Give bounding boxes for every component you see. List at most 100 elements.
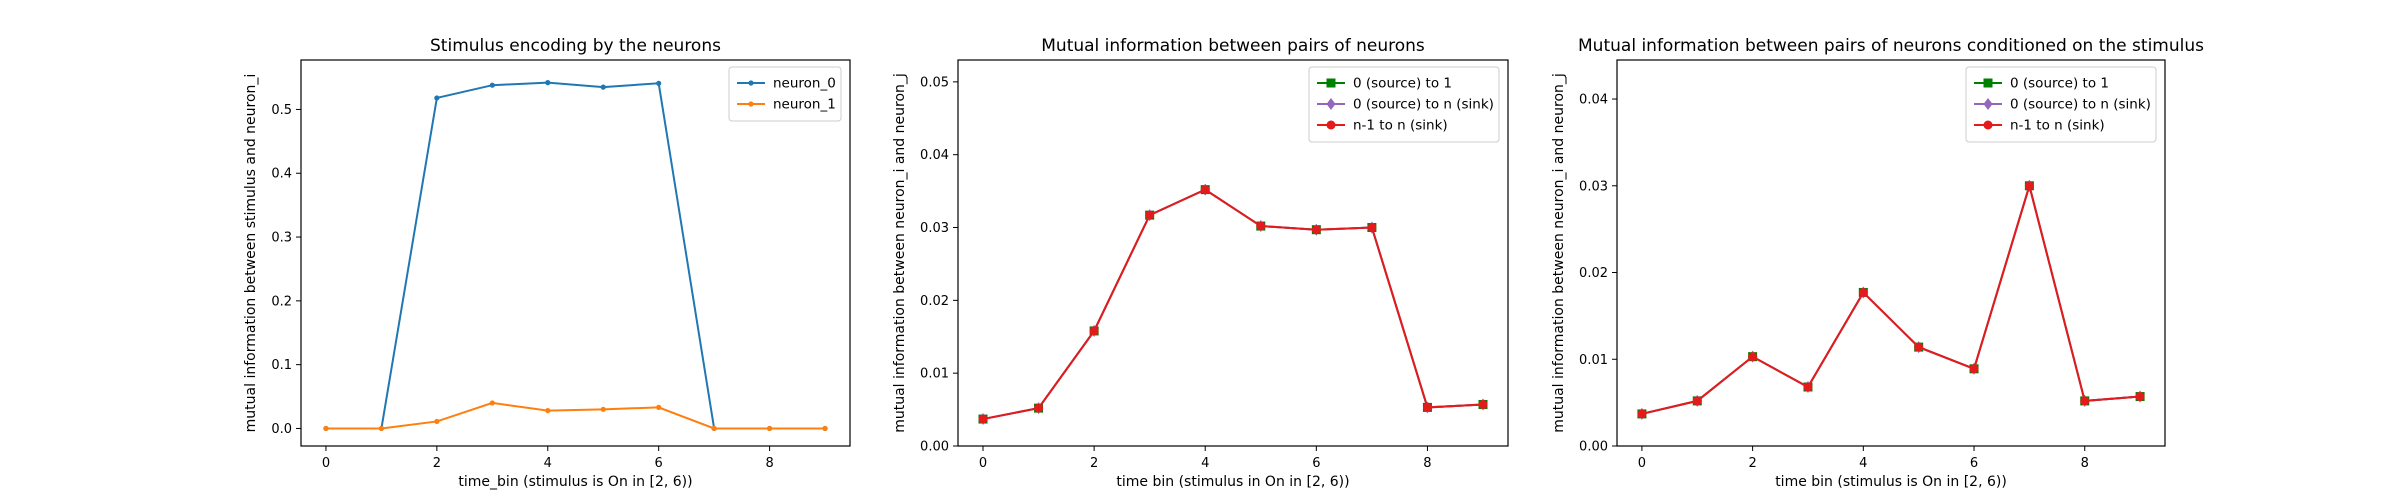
data-point-3-4 bbox=[1201, 185, 1210, 194]
data-point-3-3 bbox=[1145, 211, 1154, 220]
legend-label-1: 0 (source) to 1 bbox=[2010, 76, 2109, 92]
legend-label-3: n-1 to n (sink) bbox=[2010, 118, 2105, 134]
data-point-1-3 bbox=[490, 83, 495, 88]
data-point-3-7 bbox=[2025, 181, 2034, 190]
data-point-2-3 bbox=[490, 400, 495, 405]
data-point-3-2 bbox=[1090, 326, 1099, 335]
legend-marker-3 bbox=[1984, 121, 1993, 130]
data-point-2-9 bbox=[822, 426, 827, 431]
chart-title: Mutual information between pairs of neur… bbox=[1578, 36, 2204, 56]
legend-label-3: n-1 to n (sink) bbox=[1353, 118, 1448, 134]
y-tick-label-3: 0.03 bbox=[920, 221, 949, 236]
y-tick-label-4: 0.04 bbox=[1579, 93, 1608, 108]
x-tick-label-1: 2 bbox=[1090, 456, 1098, 471]
data-point-3-5 bbox=[1914, 343, 1923, 352]
x-tick-label-4: 8 bbox=[2081, 456, 2089, 471]
y-tick-label-3: 0.03 bbox=[1579, 179, 1608, 194]
legend-label-2: neuron_1 bbox=[773, 97, 836, 113]
data-point-3-7 bbox=[1367, 223, 1376, 232]
legend: 0 (source) to 1 0 (source) to n (sink) n-1… bbox=[1966, 67, 2156, 142]
data-point-2-2 bbox=[434, 419, 439, 424]
y-tick-label-2: 0.02 bbox=[920, 294, 949, 309]
x-tick-label-0: 0 bbox=[322, 456, 330, 471]
x-tick-label-1: 2 bbox=[1748, 456, 1756, 471]
data-point-2-0 bbox=[323, 426, 328, 431]
chart-title: Stimulus encoding by the neurons bbox=[430, 36, 721, 56]
series-line-2 bbox=[326, 403, 825, 429]
series-line-3 bbox=[983, 190, 1483, 419]
data-point-3-1 bbox=[1693, 396, 1702, 405]
y-tick-label-1: 0.1 bbox=[271, 358, 292, 373]
data-point-3-0 bbox=[1637, 409, 1646, 418]
data-point-2-4 bbox=[545, 408, 550, 413]
chart-title: Mutual information between pairs of neur… bbox=[1041, 36, 1425, 56]
y-tick-label-0: 0.00 bbox=[1579, 440, 1608, 455]
data-point-1-5 bbox=[601, 85, 606, 90]
y-tick-label-2: 0.2 bbox=[271, 294, 292, 309]
legend: neuron_0 neuron_1 bbox=[729, 67, 841, 121]
data-point-3-8 bbox=[1423, 403, 1432, 412]
data-point-3-1 bbox=[1034, 404, 1043, 413]
series-line-1 bbox=[983, 190, 1483, 419]
y-tick-label-0: 0.00 bbox=[920, 440, 949, 455]
x-tick-label-2: 4 bbox=[1859, 456, 1867, 471]
x-axis-label: time bin (stimulus is On in [2, 6)) bbox=[1775, 474, 2007, 490]
y-tick-label-1: 0.01 bbox=[1579, 353, 1608, 368]
legend-label-1: 0 (source) to 1 bbox=[1353, 76, 1452, 92]
data-point-2-5 bbox=[601, 407, 606, 412]
series-line-2 bbox=[983, 190, 1483, 419]
y-tick-label-4: 0.4 bbox=[271, 167, 292, 182]
y-tick-label-5: 0.5 bbox=[271, 103, 292, 118]
legend-marker-1 bbox=[1984, 79, 1993, 88]
series-line-3 bbox=[1642, 186, 2140, 414]
data-point-3-4 bbox=[1859, 288, 1868, 297]
data-point-3-9 bbox=[2136, 392, 2145, 401]
x-tick-label-2: 4 bbox=[544, 456, 552, 471]
legend-marker-1 bbox=[748, 80, 753, 85]
y-axis-label: mutual information between neuron_i and … bbox=[1551, 73, 1567, 433]
data-point-2-6 bbox=[656, 405, 661, 410]
legend-label-2: 0 (source) to n (sink) bbox=[2010, 97, 2151, 113]
data-point-2-1 bbox=[379, 426, 384, 431]
data-point-1-6 bbox=[656, 81, 661, 86]
legend-marker-3 bbox=[1327, 121, 1336, 130]
data-point-3-6 bbox=[1312, 225, 1321, 234]
x-tick-label-3: 6 bbox=[1312, 456, 1320, 471]
series-line-2 bbox=[1642, 186, 2140, 414]
data-point-3-0 bbox=[979, 415, 988, 424]
chart-panel-2: 0 2 4 6 8 0.00 0.01 0.02 0.03 0.04 0.05 Mutual info… bbox=[892, 36, 1508, 490]
data-point-3-9 bbox=[1479, 400, 1488, 409]
x-tick-label-4: 8 bbox=[1423, 456, 1431, 471]
data-point-2-7 bbox=[712, 426, 717, 431]
data-point-1-4 bbox=[545, 80, 550, 85]
x-axis-label: time bin (stimulus in On in [2, 6)) bbox=[1116, 474, 1349, 490]
data-point-2-8 bbox=[767, 426, 772, 431]
y-tick-label-4: 0.04 bbox=[920, 148, 949, 163]
data-point-3-2 bbox=[1748, 352, 1757, 361]
x-tick-label-0: 0 bbox=[979, 456, 987, 471]
data-point-3-5 bbox=[1256, 222, 1265, 231]
x-tick-label-1: 2 bbox=[433, 456, 441, 471]
legend-label-2: 0 (source) to n (sink) bbox=[1353, 97, 1494, 113]
y-tick-label-0: 0.0 bbox=[271, 422, 292, 437]
data-point-3-8 bbox=[2080, 396, 2089, 405]
legend: 0 (source) to 1 0 (source) to n (sink) n-1… bbox=[1309, 67, 1499, 142]
x-tick-label-3: 6 bbox=[655, 456, 663, 471]
x-axis-label: time_bin (stimulus is On in [2, 6)) bbox=[458, 474, 692, 490]
chart-panel-3: 0 2 4 6 8 0.00 0.01 0.02 0.03 0.04 Mutual informat… bbox=[1551, 36, 2204, 490]
x-tick-label-2: 4 bbox=[1201, 456, 1209, 471]
y-tick-label-1: 0.01 bbox=[920, 367, 949, 382]
y-axis-label: mutual information between stimulus and … bbox=[243, 74, 259, 433]
series-line-1 bbox=[326, 83, 825, 429]
y-tick-label-3: 0.3 bbox=[271, 231, 292, 246]
chart-panel-1: 0 2 4 6 8 0.0 0.1 0.2 0.3 0.4 0.5 Stimulus encoding… bbox=[243, 36, 850, 490]
y-axis-label: mutual information between neuron_i and … bbox=[892, 73, 908, 433]
x-tick-label-4: 8 bbox=[765, 456, 773, 471]
data-point-3-3 bbox=[1803, 383, 1812, 392]
x-tick-label-0: 0 bbox=[1638, 456, 1646, 471]
y-tick-label-5: 0.05 bbox=[920, 75, 949, 90]
series-line-1 bbox=[1642, 186, 2140, 414]
x-tick-label-3: 6 bbox=[1970, 456, 1978, 471]
y-tick-label-2: 0.02 bbox=[1579, 266, 1608, 281]
